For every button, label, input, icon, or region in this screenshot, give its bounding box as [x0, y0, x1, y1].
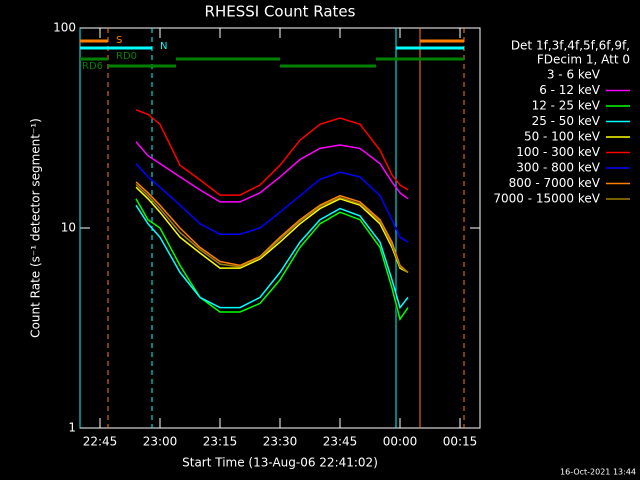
legend-label: 3 - 6 keV — [547, 68, 601, 82]
x-tick-label: 22:45 — [83, 435, 118, 449]
legend-label: 300 - 800 keV — [516, 161, 600, 175]
chart-title: RHESSI Count Rates — [205, 3, 356, 21]
series-line — [135, 181, 409, 273]
x-tick-label: 00:15 — [443, 435, 478, 449]
x-axis-label: Start Time (13-Aug-06 22:41:02) — [182, 456, 378, 470]
y-tick-label: 1 — [68, 421, 76, 435]
series-line — [135, 186, 409, 274]
legend-label: 800 - 7000 keV — [509, 176, 601, 190]
series-line — [135, 109, 409, 196]
legend-label: 12 - 25 keV — [532, 99, 601, 113]
legend-label: 7000 - 15000 keV — [493, 192, 600, 206]
legend-header: Det 1f,3f,4f,5f,6f,9f, — [511, 39, 630, 53]
footer: 16-Oct-2021 13:44 — [560, 468, 636, 477]
series-line — [135, 183, 409, 274]
y-axis-label: Count Rate (s⁻¹ detector segment⁻¹) — [29, 118, 43, 338]
legend-label: 25 - 50 keV — [532, 114, 601, 128]
flag-label: RD0 — [116, 51, 137, 62]
legend-header: FDecim 1, Att 0 — [537, 53, 630, 67]
x-tick-label: 00:00 — [383, 435, 418, 449]
flag-label: N — [160, 41, 167, 52]
x-tick-label: 23:30 — [263, 435, 298, 449]
series-line — [135, 198, 409, 321]
y-tick-label: 100 — [53, 21, 76, 35]
series-line — [135, 192, 409, 349]
flag-label: S — [116, 35, 122, 46]
y-tick-label: 10 — [61, 221, 76, 235]
x-tick-label: 23:00 — [143, 435, 178, 449]
legend-label: 50 - 100 keV — [524, 130, 601, 144]
series-line — [135, 163, 409, 243]
legend-label: 6 - 12 keV — [539, 83, 601, 97]
legend-label: 100 - 300 keV — [516, 145, 600, 159]
series-line — [135, 204, 409, 310]
series-line — [135, 141, 409, 203]
x-tick-label: 23:15 — [203, 435, 238, 449]
x-tick-label: 23:45 — [323, 435, 358, 449]
flag-label: RD6 — [82, 61, 103, 72]
